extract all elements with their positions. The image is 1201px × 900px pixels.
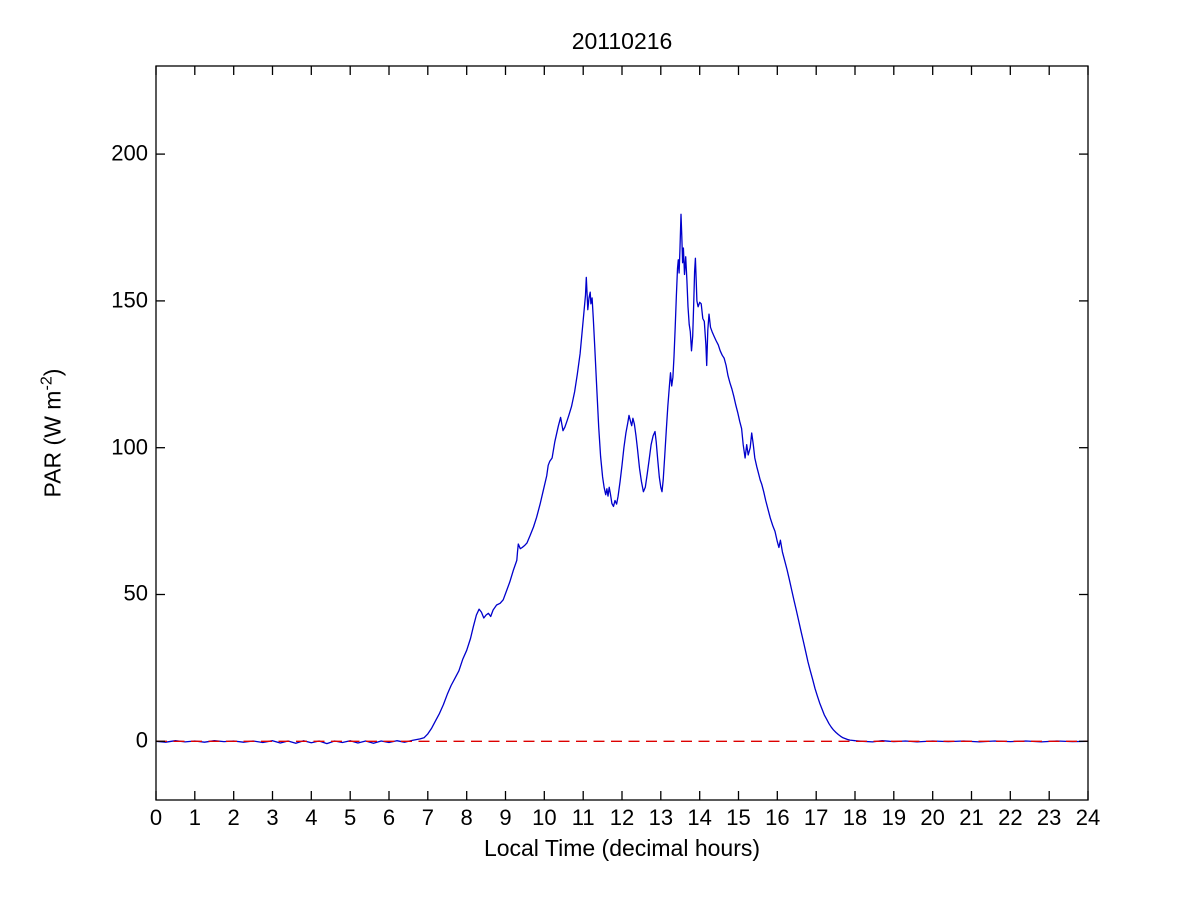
y-tick-label: 200 [111,140,148,166]
x-tick-label: 3 [266,805,279,830]
x-tick-label: 24 [1075,805,1101,830]
x-tick-label: 21 [959,805,984,830]
x-tick-label: 20 [920,805,945,830]
x-tick-label: 2 [227,805,240,830]
y-axis-label-suffix: ) [39,368,66,377]
x-tick-label: 22 [998,805,1023,830]
y-tick-label: 50 [123,580,148,606]
x-tick-label: 15 [726,805,751,830]
x-tick-label: 23 [1036,805,1062,830]
x-tick-label: 17 [803,805,829,830]
x-tick-label: 18 [842,805,868,830]
x-tick-label: 10 [532,805,557,830]
x-tick-label: 4 [305,805,318,830]
x-tick-label: 11 [571,805,595,830]
series-par [155,213,1089,745]
chart-title: 20110216 [571,28,673,54]
x-tick-label: 0 [149,805,163,830]
x-tick-label: 13 [648,805,674,830]
x-tick-label: 9 [499,805,512,830]
x-tick-label: 6 [382,805,396,830]
x-tick-label: 7 [421,805,434,830]
axis-box [155,65,1089,801]
y-axis-label: PAR (W m-2) [37,368,68,498]
x-axis-label: Local Time (decimal hours) [483,835,761,861]
y-tick-label: 0 [135,727,148,753]
x-tick-label: 12 [609,805,635,830]
y-axis-label-superscript: -2 [37,376,56,391]
y-tick-label: 150 [111,287,148,313]
x-tick-label: 19 [881,805,907,830]
x-tick-label: 16 [765,805,790,830]
y-tick-label: 100 [111,434,148,460]
x-tick-label: 1 [188,805,201,830]
x-tick-label: 14 [687,805,712,830]
x-tick-label: 5 [344,805,357,830]
x-tick-label: 8 [460,805,473,830]
